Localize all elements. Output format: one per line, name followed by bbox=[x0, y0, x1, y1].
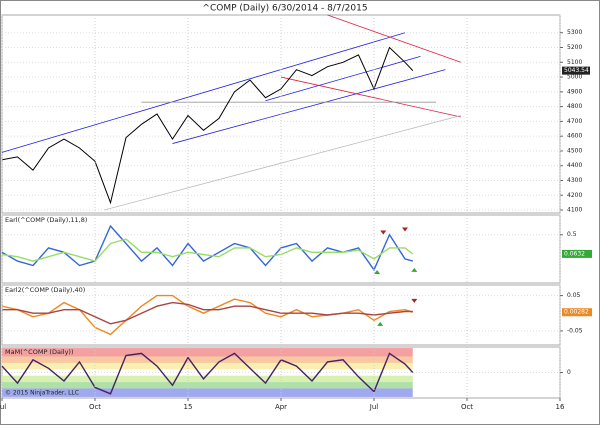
trendline bbox=[1, 32, 406, 153]
y-tick-label: -0.05 bbox=[567, 327, 583, 334]
trendline bbox=[104, 115, 461, 211]
signal-marker bbox=[380, 230, 387, 235]
signal-marker bbox=[411, 267, 418, 272]
series-line bbox=[1, 46, 414, 205]
y-tick-label: 0.5 bbox=[567, 231, 577, 238]
y-tick-label: 5200 bbox=[567, 44, 582, 51]
last-value-label: 0.0632 bbox=[564, 250, 585, 257]
last-value-box bbox=[562, 66, 590, 75]
band bbox=[2, 362, 413, 370]
x-tick-label: 15 bbox=[184, 403, 193, 411]
signal-marker bbox=[402, 227, 408, 232]
panel-title: Earl(^COMP (Daily),11,8) bbox=[5, 216, 87, 224]
band bbox=[2, 356, 413, 363]
signal-marker bbox=[374, 270, 381, 275]
trendline bbox=[327, 14, 461, 63]
y-tick-label: 0 bbox=[567, 369, 571, 376]
band bbox=[2, 348, 413, 357]
y-tick-label: 4700 bbox=[567, 118, 582, 125]
series-line bbox=[1, 238, 414, 262]
chart-title: ^COMP (Daily) 6/30/2014 - 8/7/2015 bbox=[202, 4, 367, 14]
y-tick-label: 4200 bbox=[567, 192, 582, 199]
trendline bbox=[172, 69, 446, 144]
last-value-box bbox=[562, 249, 592, 258]
last-value-label: 5043.54 bbox=[564, 67, 589, 74]
signal-marker bbox=[377, 321, 384, 326]
y-tick-label: 5000 bbox=[567, 74, 582, 81]
y-tick-label: 5100 bbox=[567, 59, 582, 66]
trendline bbox=[280, 76, 461, 118]
y-tick-label: 4500 bbox=[567, 147, 582, 154]
copyright: © 2015 NinjaTrader, LLC bbox=[5, 390, 79, 397]
x-tick-label: 16 bbox=[556, 403, 565, 411]
series-line bbox=[1, 352, 414, 395]
band bbox=[2, 388, 413, 397]
x-tick-label: Oct bbox=[89, 403, 101, 411]
x-tick-label: Apr bbox=[275, 403, 287, 411]
signal-marker bbox=[411, 298, 418, 303]
band bbox=[2, 382, 413, 389]
panel-title: MaM(^COMP (Daily)) bbox=[5, 348, 74, 356]
y-tick-label: 4300 bbox=[567, 177, 582, 184]
y-tick-label: 5300 bbox=[567, 29, 582, 36]
last-value-label: 0.00282 bbox=[564, 309, 589, 316]
y-tick-label: 0.05 bbox=[567, 292, 581, 299]
panel-title: Earl2(^COMP (Daily),40) bbox=[5, 286, 85, 294]
y-tick-label: 4100 bbox=[567, 207, 582, 214]
band bbox=[2, 375, 413, 383]
x-tick-label: Oct bbox=[461, 403, 473, 411]
x-tick-label: Jul bbox=[0, 403, 6, 411]
x-tick-label: Jul bbox=[369, 403, 379, 411]
y-tick-label: 4800 bbox=[567, 103, 582, 110]
series-line bbox=[1, 224, 413, 272]
y-tick-label: 4600 bbox=[567, 133, 582, 140]
y-tick-label: 4400 bbox=[567, 162, 582, 169]
last-value-box bbox=[562, 308, 592, 317]
trendline bbox=[265, 55, 421, 102]
series-line bbox=[2, 301, 413, 325]
y-tick-label: 4900 bbox=[567, 88, 582, 95]
